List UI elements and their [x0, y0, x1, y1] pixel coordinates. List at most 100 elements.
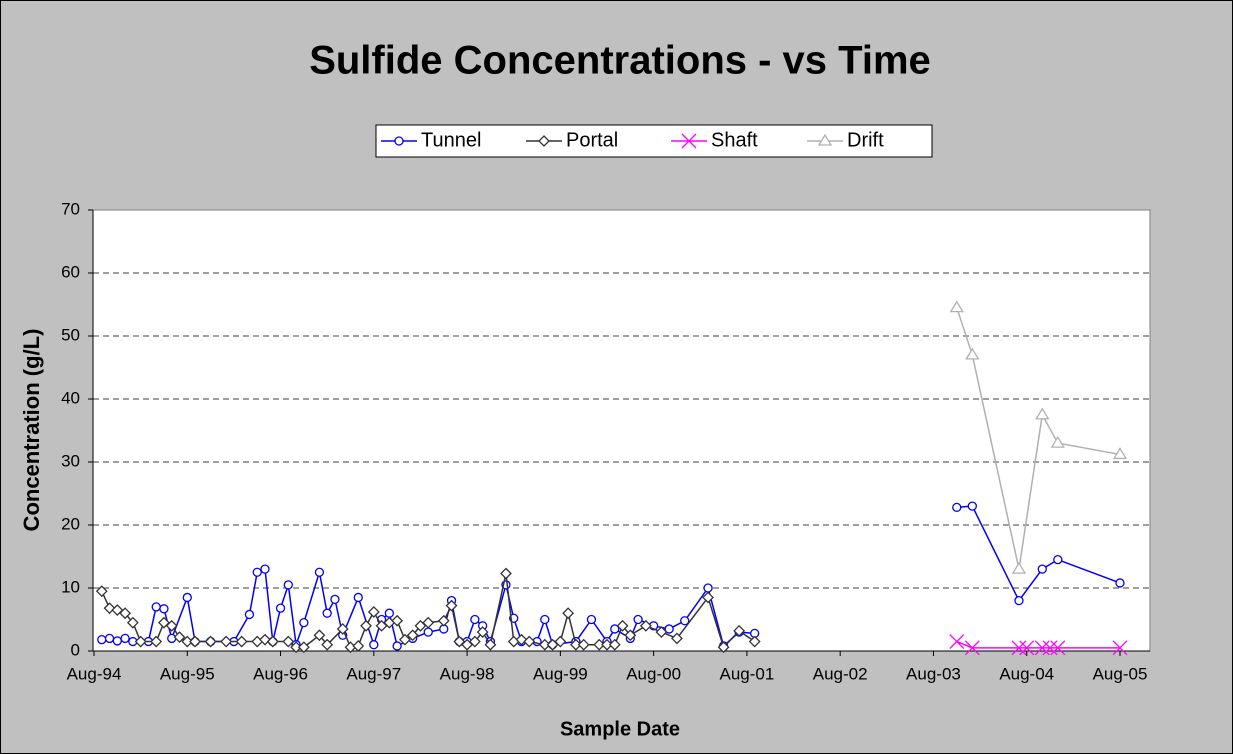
- point: [235, 635, 248, 648]
- x-axis-title: Sample Date: [560, 718, 680, 740]
- point: [639, 619, 652, 632]
- point: [748, 635, 761, 648]
- point: [97, 635, 107, 645]
- point: [423, 627, 433, 637]
- point: [392, 641, 402, 651]
- point: [151, 602, 161, 612]
- point: [353, 592, 363, 603]
- point: [336, 623, 349, 635]
- legend-label: Portal: [566, 129, 618, 151]
- point: [322, 608, 332, 618]
- x-tick-label: Aug-95: [160, 664, 215, 683]
- point: [134, 635, 147, 648]
- point: [546, 638, 559, 651]
- point: [150, 635, 163, 648]
- point: [680, 616, 690, 626]
- x-tick-label: Aug-98: [440, 664, 495, 683]
- point: [601, 638, 613, 651]
- x-tick-label: Aug-94: [67, 664, 122, 683]
- point: [523, 635, 536, 648]
- legend-marker: [538, 135, 550, 147]
- point: [1035, 407, 1050, 420]
- point: [182, 592, 192, 603]
- point: [476, 626, 489, 639]
- point: [1034, 640, 1050, 656]
- point: [314, 567, 325, 577]
- point: [577, 638, 590, 651]
- legend-label: Drift: [847, 129, 884, 151]
- point: [1053, 555, 1063, 565]
- x-tick-label: Aug-99: [533, 664, 588, 683]
- point: [1112, 447, 1128, 460]
- point: [266, 635, 279, 648]
- point: [1019, 640, 1035, 656]
- point: [167, 633, 177, 644]
- point: [586, 614, 597, 625]
- point: [275, 603, 286, 613]
- point: [1050, 640, 1066, 656]
- point: [173, 631, 186, 644]
- point: [703, 583, 713, 593]
- point: [964, 640, 980, 656]
- point: [95, 585, 108, 598]
- point: [538, 638, 551, 651]
- y-tick-label: 50: [61, 325, 80, 344]
- point: [158, 616, 170, 629]
- point: [282, 635, 295, 648]
- point: [204, 635, 217, 648]
- point: [593, 638, 606, 651]
- point: [119, 607, 132, 620]
- point: [189, 635, 201, 648]
- point: [949, 300, 964, 313]
- point: [391, 614, 404, 627]
- legend-marker: [681, 133, 697, 149]
- point: [671, 632, 683, 645]
- point: [384, 608, 395, 618]
- y-axis-title: Concentration (g/L): [19, 329, 44, 532]
- point: [252, 567, 262, 577]
- point: [398, 633, 411, 646]
- y-tick-label: 60: [61, 262, 80, 281]
- point: [422, 616, 435, 629]
- x-tick-label: Aug-96: [253, 664, 308, 683]
- point: [949, 634, 965, 650]
- point: [616, 619, 629, 632]
- legend-marker: [817, 133, 833, 146]
- point: [120, 633, 130, 644]
- x-tick-label: Aug-02: [813, 664, 868, 683]
- point: [664, 624, 674, 634]
- point: [610, 624, 620, 634]
- point: [540, 614, 550, 625]
- y-tick-label: 70: [61, 199, 80, 218]
- point: [702, 591, 714, 604]
- point: [608, 638, 621, 651]
- point: [965, 347, 980, 360]
- point: [290, 641, 303, 654]
- point: [484, 638, 497, 651]
- point: [453, 635, 466, 648]
- point: [159, 604, 169, 614]
- legend-marker: [394, 136, 404, 146]
- point: [244, 609, 255, 620]
- chart-title: Sulfide Concentrations - vs Time: [309, 39, 931, 83]
- point: [1014, 595, 1024, 606]
- x-tick-label: Aug-00: [626, 664, 681, 683]
- point: [952, 502, 962, 513]
- point: [220, 635, 233, 648]
- point: [299, 618, 309, 628]
- series-line: [956, 307, 1121, 570]
- point: [165, 619, 178, 632]
- point: [414, 619, 427, 632]
- point: [1011, 561, 1027, 574]
- point: [1042, 640, 1058, 656]
- point: [104, 633, 115, 644]
- point: [406, 629, 419, 642]
- point: [330, 594, 340, 604]
- x-tick-label: Aug-03: [906, 664, 961, 683]
- point: [461, 638, 474, 651]
- point: [562, 607, 575, 620]
- point: [369, 640, 379, 650]
- point: [260, 564, 270, 574]
- point: [321, 638, 334, 651]
